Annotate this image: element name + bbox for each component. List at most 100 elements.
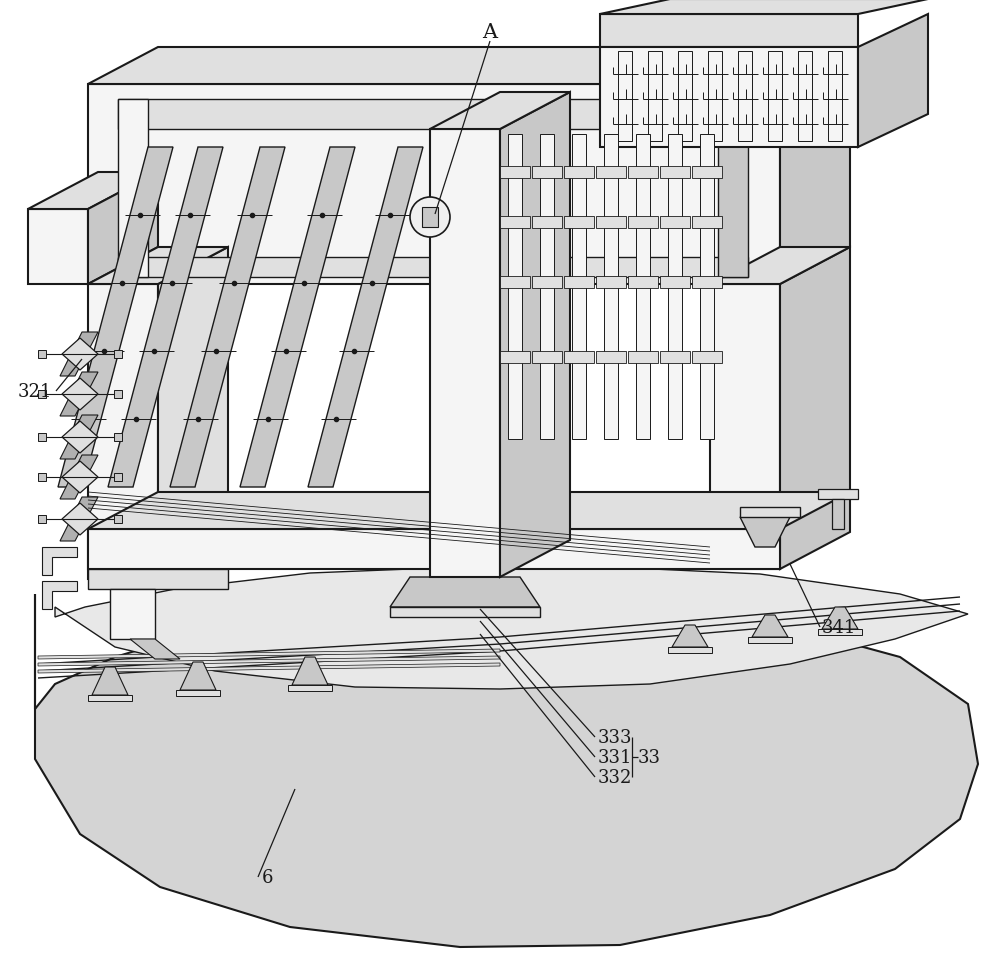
Polygon shape	[55, 567, 968, 689]
Polygon shape	[88, 85, 780, 285]
Polygon shape	[108, 148, 223, 488]
Polygon shape	[42, 581, 77, 609]
Polygon shape	[692, 167, 722, 179]
Polygon shape	[38, 516, 46, 523]
Polygon shape	[114, 474, 122, 481]
Polygon shape	[636, 135, 650, 439]
Polygon shape	[628, 216, 658, 229]
Polygon shape	[60, 373, 98, 416]
Polygon shape	[628, 276, 658, 289]
Polygon shape	[62, 378, 98, 411]
Polygon shape	[390, 578, 540, 607]
Polygon shape	[780, 248, 850, 569]
Polygon shape	[62, 338, 98, 371]
Polygon shape	[604, 135, 618, 439]
Polygon shape	[618, 52, 632, 142]
Polygon shape	[38, 649, 500, 659]
Polygon shape	[740, 507, 800, 517]
Text: 33: 33	[638, 748, 661, 766]
Polygon shape	[798, 52, 812, 142]
Polygon shape	[88, 493, 850, 530]
Polygon shape	[62, 461, 98, 494]
Polygon shape	[780, 48, 850, 285]
Polygon shape	[668, 647, 712, 654]
Polygon shape	[692, 352, 722, 364]
Polygon shape	[828, 52, 842, 142]
Text: 331: 331	[598, 748, 633, 766]
Polygon shape	[532, 216, 562, 229]
Polygon shape	[660, 276, 690, 289]
Text: 6: 6	[262, 868, 274, 886]
Polygon shape	[596, 276, 626, 289]
Polygon shape	[60, 497, 98, 541]
Polygon shape	[572, 135, 586, 439]
Circle shape	[410, 198, 450, 237]
Polygon shape	[628, 352, 658, 364]
Polygon shape	[60, 333, 98, 376]
Polygon shape	[660, 352, 690, 364]
Text: 321: 321	[18, 382, 52, 400]
Polygon shape	[118, 257, 748, 277]
Polygon shape	[700, 135, 714, 439]
Polygon shape	[660, 167, 690, 179]
Polygon shape	[88, 696, 132, 701]
Polygon shape	[288, 685, 332, 691]
Polygon shape	[752, 616, 788, 638]
Polygon shape	[600, 0, 928, 15]
Polygon shape	[710, 285, 780, 569]
Polygon shape	[858, 15, 928, 148]
Polygon shape	[62, 503, 98, 536]
Polygon shape	[600, 15, 858, 48]
Polygon shape	[118, 100, 748, 130]
Polygon shape	[292, 658, 328, 685]
Polygon shape	[38, 351, 46, 358]
Polygon shape	[38, 474, 46, 481]
Polygon shape	[668, 135, 682, 439]
Polygon shape	[430, 572, 500, 578]
Polygon shape	[818, 490, 858, 499]
Polygon shape	[88, 285, 158, 579]
Polygon shape	[648, 52, 662, 142]
Polygon shape	[500, 167, 530, 179]
Polygon shape	[38, 657, 500, 666]
Polygon shape	[240, 148, 355, 488]
Polygon shape	[38, 391, 46, 398]
Polygon shape	[158, 248, 228, 579]
Polygon shape	[600, 48, 858, 148]
Polygon shape	[540, 135, 554, 439]
Polygon shape	[532, 167, 562, 179]
Polygon shape	[88, 530, 780, 569]
Polygon shape	[500, 276, 530, 289]
Polygon shape	[176, 690, 220, 697]
Polygon shape	[678, 52, 692, 142]
Polygon shape	[42, 547, 77, 576]
Polygon shape	[818, 629, 862, 636]
Polygon shape	[58, 148, 173, 488]
Polygon shape	[180, 662, 216, 690]
Polygon shape	[708, 52, 722, 142]
Text: 332: 332	[598, 768, 632, 786]
Polygon shape	[88, 248, 228, 285]
Polygon shape	[35, 595, 978, 947]
Polygon shape	[114, 516, 122, 523]
Polygon shape	[718, 100, 748, 277]
Polygon shape	[114, 391, 122, 398]
Polygon shape	[118, 100, 148, 277]
Polygon shape	[748, 638, 792, 643]
Polygon shape	[38, 434, 46, 441]
Polygon shape	[500, 352, 530, 364]
Polygon shape	[130, 639, 180, 659]
Polygon shape	[92, 667, 128, 696]
Polygon shape	[692, 216, 722, 229]
Polygon shape	[500, 92, 570, 578]
Polygon shape	[564, 352, 594, 364]
Polygon shape	[114, 351, 122, 358]
Polygon shape	[308, 148, 423, 488]
Polygon shape	[596, 167, 626, 179]
Polygon shape	[596, 352, 626, 364]
Polygon shape	[88, 48, 850, 85]
Polygon shape	[532, 276, 562, 289]
Polygon shape	[564, 216, 594, 229]
Polygon shape	[390, 607, 540, 618]
Polygon shape	[508, 135, 522, 439]
